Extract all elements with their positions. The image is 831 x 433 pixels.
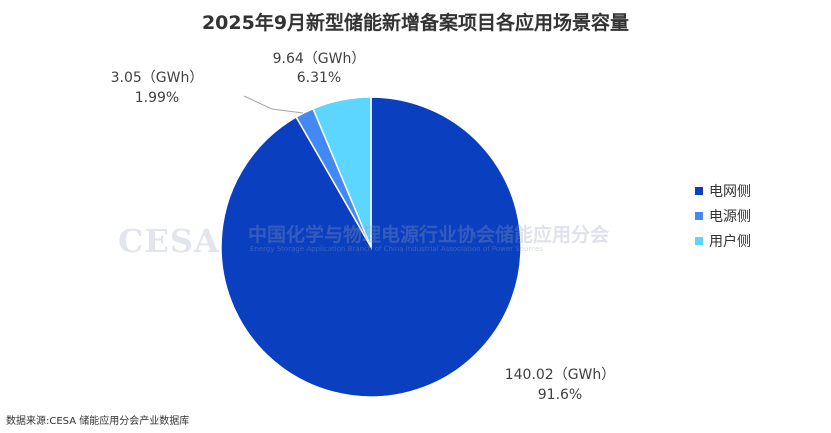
legend-label-grid: 电网侧: [709, 183, 751, 200]
data-label-value-grid: 140.02（GWh）: [505, 367, 616, 383]
pie-slice-user: [312, 96, 372, 248]
legend-item-grid: 电网侧: [695, 178, 751, 203]
legend-item-user: 用户侧: [695, 228, 751, 253]
data-label-value-source: 3.05（GWh）: [111, 70, 204, 86]
data-label-percent-user: 6.31%: [297, 70, 341, 86]
chart-title: 2025年9月新型储能新增备案项目各应用场景容量: [201, 12, 630, 34]
leader-line-source: [243, 95, 304, 114]
data-label-value-user: 9.64（GWh）: [273, 51, 366, 67]
legend-swatch-grid: [695, 186, 703, 195]
data-source-note: 数据来源:CESA 储能应用分会产业数据库: [6, 416, 190, 427]
legend-item-source: 电源侧: [695, 203, 751, 228]
data-label-percent-source: 1.99%: [135, 90, 179, 106]
legend-label-source: 电源侧: [709, 208, 751, 225]
legend-swatch-user: [695, 236, 703, 245]
data-label-percent-grid: 91.6%: [538, 387, 582, 403]
chart-legend: 电网侧 电源侧 用户侧: [695, 178, 751, 253]
legend-label-user: 用户侧: [709, 233, 751, 250]
legend-swatch-source: [695, 211, 703, 220]
